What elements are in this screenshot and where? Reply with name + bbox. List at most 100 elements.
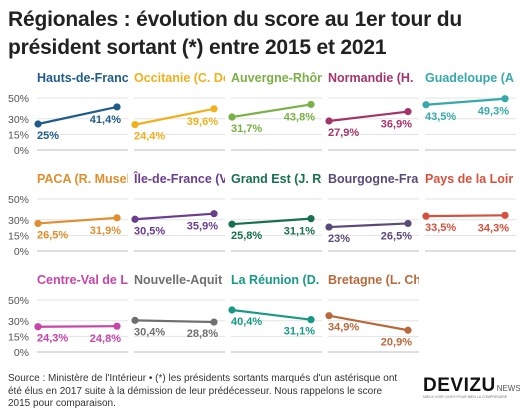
series-line bbox=[231, 103, 312, 119]
series-line bbox=[134, 319, 215, 324]
data-point-2015 bbox=[422, 212, 430, 220]
source-note: Source : Ministère de l'Intérieur • (*) … bbox=[8, 373, 398, 409]
panel-5: Guadeloupe (A 43,5% 49,3% bbox=[422, 71, 516, 151]
panel-10: Pays de la Loir 33,5% 34,3% bbox=[422, 172, 516, 252]
data-label-2015: 23% bbox=[328, 233, 350, 245]
panel-2: Occitanie (C. De 24,4% 39,6% bbox=[131, 71, 230, 151]
panel-9: Bourgogne-Fran 23% 26,5% bbox=[325, 172, 426, 252]
data-point-2015 bbox=[131, 215, 139, 223]
panel-title: Auvergne-Rhôn bbox=[231, 71, 325, 85]
panel-13: La Réunion (D. 40,4% 31,1% bbox=[228, 273, 322, 353]
data-point-2015 bbox=[325, 117, 333, 125]
panel-title: La Réunion (D. bbox=[231, 273, 319, 287]
y-tick-label: 50% bbox=[8, 295, 29, 307]
series-line bbox=[328, 110, 409, 123]
data-label-2015: 30,5% bbox=[134, 225, 165, 237]
data-label-2021: 20,9% bbox=[381, 336, 412, 348]
data-label-2021: 31,9% bbox=[90, 225, 121, 237]
data-point-2015 bbox=[422, 101, 430, 109]
data-label-2021: 39,6% bbox=[187, 116, 218, 128]
data-label-2015: 31,7% bbox=[231, 123, 262, 135]
data-label-2021: 35,9% bbox=[187, 221, 218, 233]
data-point-2021 bbox=[307, 215, 315, 223]
y-tick-label: 30% bbox=[8, 215, 29, 227]
data-point-2021 bbox=[113, 214, 121, 222]
logo-wordmark: DEVIZU bbox=[423, 375, 496, 396]
panel-1: Hauts-de-France 25% 41,4% bbox=[34, 71, 136, 151]
brand-logo: DEVIZUNEWS MIEUX VOIR L'INFO POUR BIEN L… bbox=[423, 375, 520, 399]
data-label-2015: 43,5% bbox=[425, 111, 456, 123]
data-label-2015: 25% bbox=[37, 130, 59, 142]
data-point-2015 bbox=[228, 220, 236, 228]
panel-4: Normandie (H. 27,9% 36,9% bbox=[325, 71, 419, 151]
panel-title: Île-de-France (V bbox=[133, 171, 228, 186]
y-tick-label: 15% bbox=[8, 230, 29, 242]
panel-12: Nouvelle-Aquit 30,4% 28,8% bbox=[131, 273, 225, 353]
data-label-2015: 24,3% bbox=[37, 333, 68, 345]
series-line bbox=[37, 105, 118, 126]
y-tick-label: 0% bbox=[14, 347, 29, 359]
series-line bbox=[134, 107, 215, 126]
y-tick-label: 30% bbox=[8, 316, 29, 328]
y-tick-label: 0% bbox=[14, 246, 29, 258]
data-point-2021 bbox=[113, 103, 121, 111]
panel-title: Hauts-de-France bbox=[37, 71, 136, 85]
series-line bbox=[231, 217, 312, 226]
data-label-2021: 28,8% bbox=[187, 328, 218, 340]
data-point-2015 bbox=[325, 223, 333, 231]
panel-8: Grand Est (J. Ro 25,8% 31,1% bbox=[228, 172, 329, 252]
panel-title: Occitanie (C. De bbox=[134, 71, 230, 85]
data-label-2015: 24,4% bbox=[134, 131, 165, 143]
logo-tagline: MIEUX VOIR L'INFO POUR BIEN LA COMPRENDR… bbox=[423, 395, 508, 399]
series-line bbox=[134, 212, 215, 221]
data-label-2021: 43,8% bbox=[284, 111, 315, 123]
data-point-2015 bbox=[34, 323, 42, 331]
data-point-2021 bbox=[307, 100, 315, 109]
data-point-2015 bbox=[34, 219, 42, 228]
panel-3: Auvergne-Rhôn 31,7% 43,8% bbox=[228, 71, 325, 151]
data-label-2021: 41,4% bbox=[90, 114, 121, 126]
logo-suffix: NEWS bbox=[496, 384, 520, 393]
data-point-2021 bbox=[404, 326, 412, 334]
data-label-2021: 31,1% bbox=[284, 326, 315, 338]
data-label-2021: 26,5% bbox=[381, 230, 412, 242]
data-label-2021: 49,3% bbox=[478, 106, 509, 118]
data-label-2021: 24,8% bbox=[90, 333, 121, 345]
y-tick-label: 15% bbox=[8, 129, 29, 141]
series-line bbox=[37, 325, 118, 328]
panel-title: Normandie (H. bbox=[328, 71, 413, 85]
series-line bbox=[425, 214, 506, 218]
data-label-2015: 27,9% bbox=[328, 127, 359, 139]
data-label-2015: 34,9% bbox=[328, 322, 359, 334]
data-label-2021: 34,3% bbox=[478, 222, 509, 234]
data-point-2021 bbox=[404, 108, 412, 116]
data-point-2015 bbox=[228, 306, 236, 314]
y-tick-label: 15% bbox=[8, 331, 29, 343]
panel-title: Grand Est (J. Ro bbox=[231, 172, 329, 186]
panel-title: Centre-Val de L bbox=[37, 273, 128, 287]
panel-title: Pays de la Loir bbox=[425, 172, 513, 186]
data-label-2021: 36,9% bbox=[381, 119, 412, 131]
panel-11: Centre-Val de L 24,3% 24,8% bbox=[34, 273, 128, 353]
series-line bbox=[328, 222, 409, 229]
panel-title: Bourgogne-Fran bbox=[328, 172, 426, 186]
data-point-2015 bbox=[131, 121, 139, 129]
panel-7: Île-de-France (V 30,5% 35,9% bbox=[131, 171, 228, 252]
data-point-2021 bbox=[113, 322, 121, 330]
panel-title: PACA (R. Museli bbox=[37, 172, 134, 186]
data-point-2021 bbox=[501, 95, 509, 103]
panel-6: PACA (R. Museli 26,5% 31,9% bbox=[34, 172, 134, 252]
panel-14: Bretagne (L. Ch 34,9% 20,9% bbox=[325, 273, 419, 353]
series-line bbox=[425, 97, 506, 106]
series-line bbox=[37, 216, 118, 225]
data-label-2015: 40,4% bbox=[231, 316, 262, 328]
data-point-2015 bbox=[131, 316, 139, 324]
y-tick-label: 0% bbox=[14, 145, 29, 157]
data-point-2021 bbox=[210, 210, 218, 218]
data-label-2015: 25,8% bbox=[231, 230, 262, 242]
y-tick-label: 30% bbox=[8, 114, 29, 126]
data-point-2021 bbox=[210, 105, 218, 113]
data-point-2021 bbox=[210, 318, 218, 326]
y-tick-label: 50% bbox=[8, 93, 29, 105]
